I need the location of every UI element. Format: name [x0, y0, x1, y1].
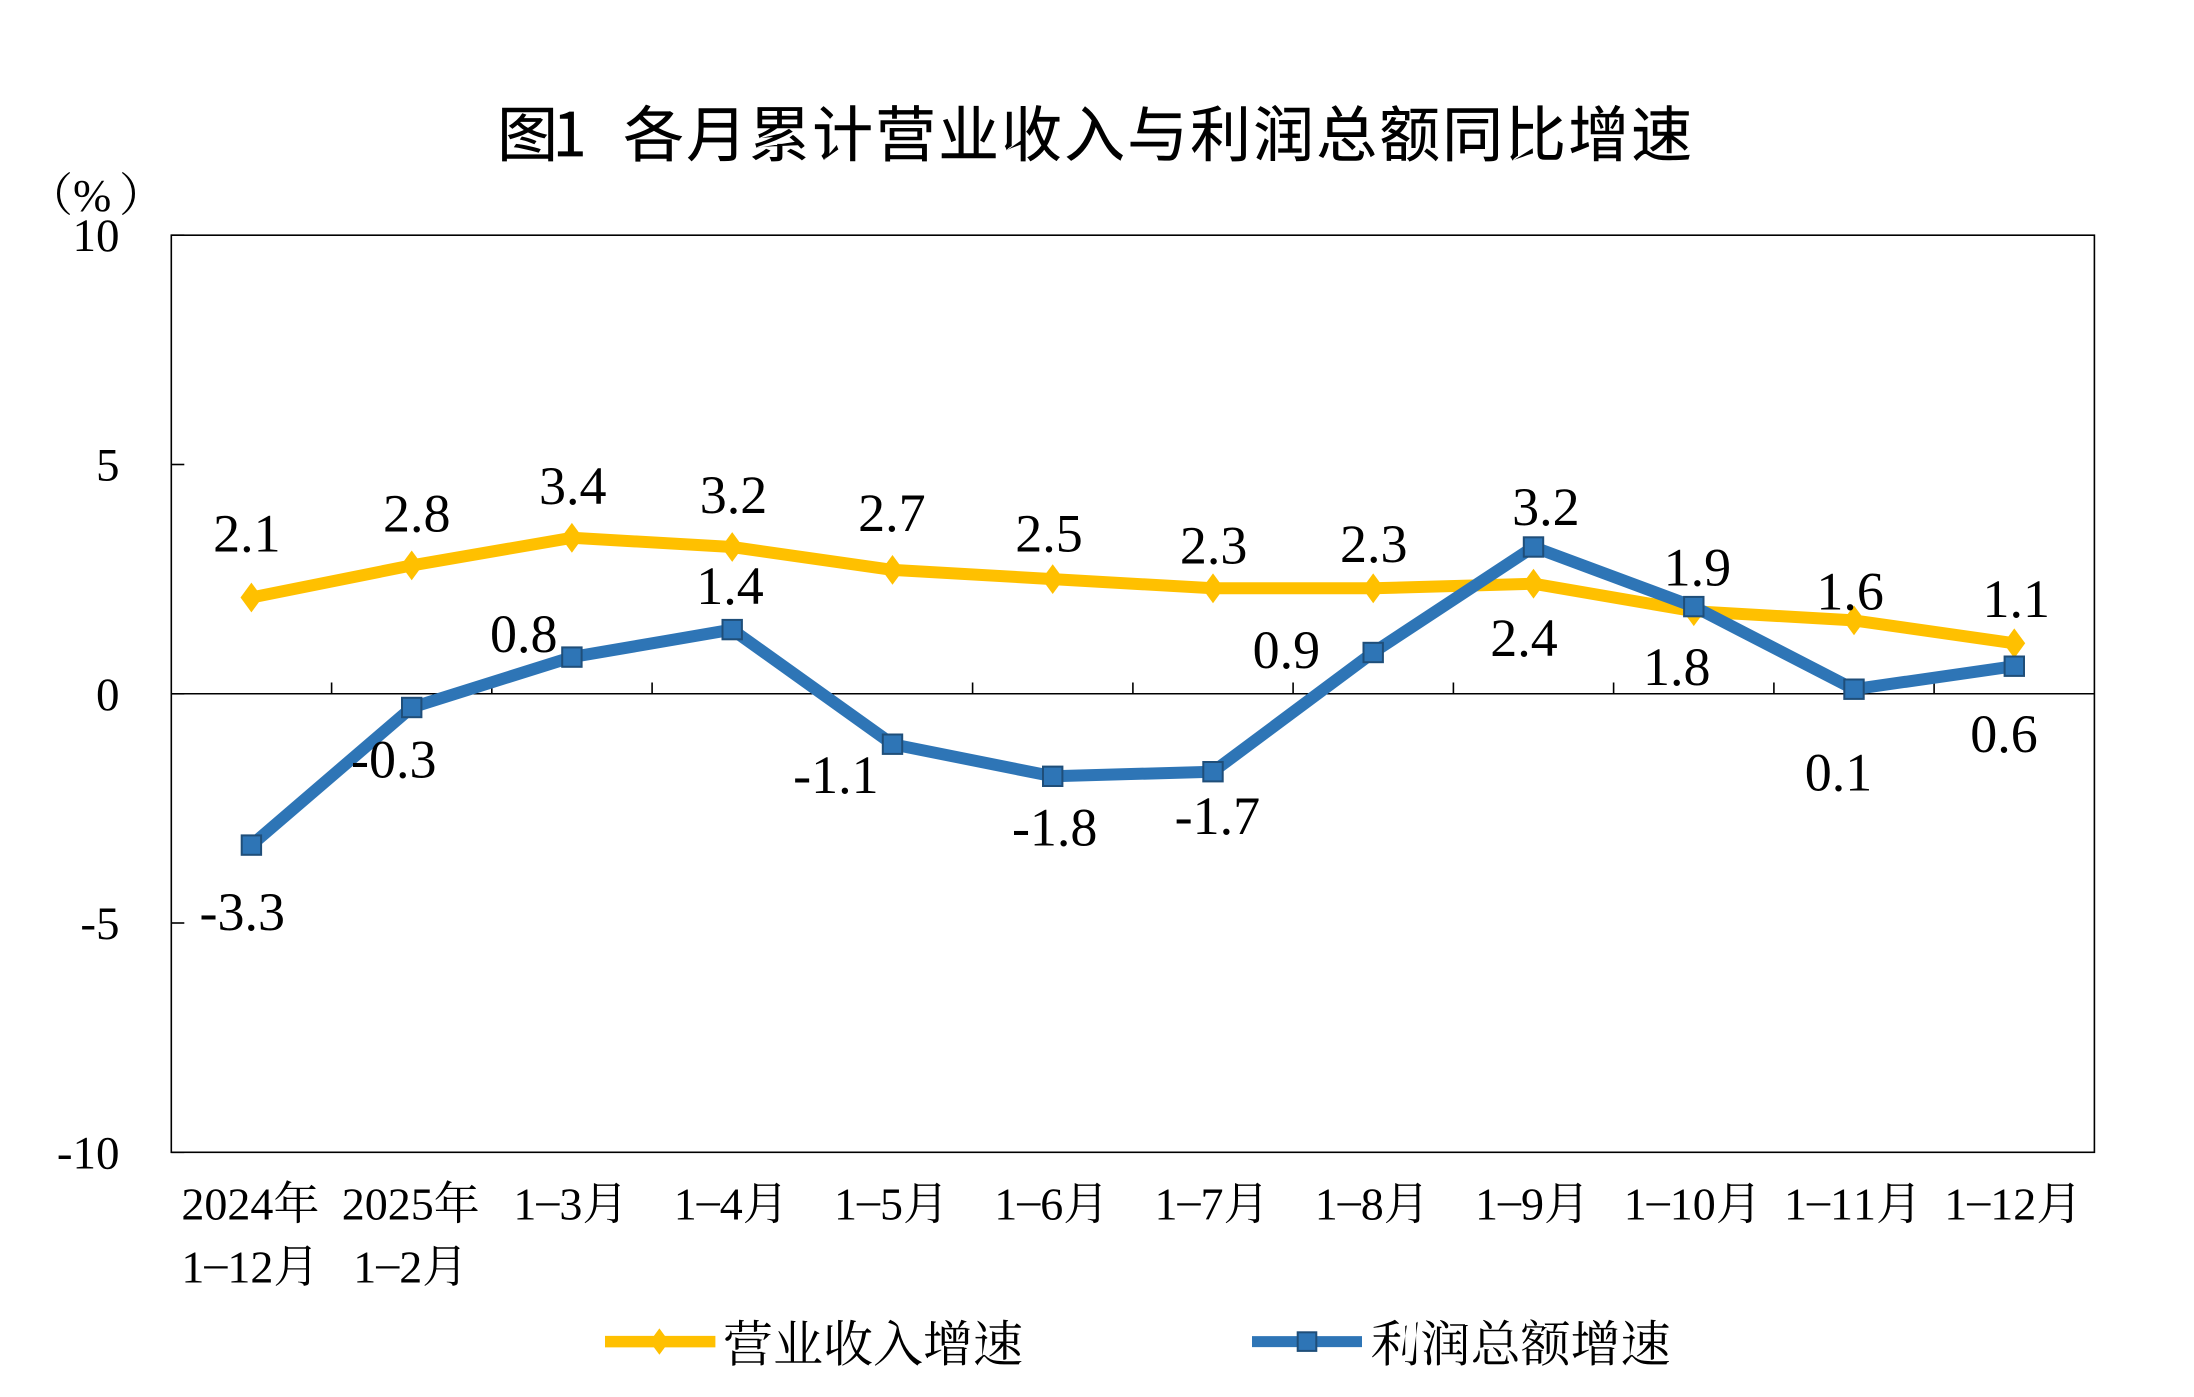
svg-text:-10: -10	[57, 1127, 120, 1179]
svg-text:1: 1	[1475, 1179, 1498, 1230]
svg-text:0.1: 0.1	[1805, 743, 1873, 803]
svg-text:1.8: 1.8	[1643, 637, 1711, 697]
svg-text:2: 2	[250, 1241, 273, 1292]
svg-text:1.6: 1.6	[1816, 562, 1884, 622]
svg-text:-1.7: -1.7	[1175, 786, 1260, 846]
svg-text:1: 1	[1784, 1179, 1807, 1230]
svg-text:2.8: 2.8	[383, 484, 451, 544]
svg-text:2.1: 2.1	[213, 504, 281, 564]
svg-text:9: 9	[1521, 1179, 1544, 1230]
svg-text:10: 10	[73, 210, 120, 262]
svg-text:2.3: 2.3	[1340, 514, 1408, 574]
svg-text:-1.8: -1.8	[1012, 798, 1097, 858]
svg-text:–: –	[1177, 1174, 1202, 1225]
svg-text:1: 1	[994, 1179, 1017, 1230]
svg-text:1.4: 1.4	[696, 556, 764, 616]
svg-text:4: 4	[720, 1179, 743, 1230]
svg-text:–: –	[1966, 1174, 1991, 1225]
svg-text:1: 1	[353, 1241, 376, 1292]
svg-text:1: 1	[1944, 1179, 1967, 1230]
svg-text:1: 1	[513, 1179, 536, 1230]
svg-text:–: –	[1806, 1174, 1831, 1225]
svg-text:-0.3: -0.3	[351, 729, 436, 789]
svg-text:0.6: 0.6	[1970, 704, 2038, 764]
svg-text:1: 1	[1670, 1179, 1693, 1230]
svg-text:2: 2	[2013, 1179, 2036, 1230]
svg-text:7: 7	[1201, 1179, 1224, 1230]
svg-text:-1.1: -1.1	[793, 745, 878, 805]
svg-text:0.9: 0.9	[1253, 620, 1321, 680]
svg-text:0: 0	[365, 1179, 388, 1230]
svg-text:3.2: 3.2	[700, 465, 768, 525]
svg-text:5: 5	[880, 1179, 903, 1230]
svg-text:1.9: 1.9	[1664, 538, 1732, 598]
svg-text:2: 2	[342, 1179, 365, 1230]
svg-text:1: 1	[1990, 1179, 2013, 1230]
svg-text:5: 5	[411, 1179, 434, 1230]
svg-text:–: –	[375, 1237, 400, 1288]
svg-text:2.4: 2.4	[1490, 608, 1558, 668]
svg-text:2.7: 2.7	[858, 483, 926, 543]
svg-text:6: 6	[1040, 1179, 1063, 1230]
svg-text:8: 8	[1361, 1179, 1384, 1230]
svg-text:3.4: 3.4	[539, 456, 607, 516]
svg-text:–: –	[535, 1174, 560, 1225]
svg-text:0: 0	[96, 669, 120, 721]
svg-text:2: 2	[227, 1179, 250, 1230]
svg-text:–: –	[1337, 1174, 1362, 1225]
svg-text:–: –	[1646, 1174, 1671, 1225]
svg-text:5: 5	[96, 440, 120, 492]
svg-text:2: 2	[399, 1241, 422, 1292]
svg-text:–: –	[1016, 1174, 1041, 1225]
svg-text:2.5: 2.5	[1015, 504, 1083, 564]
svg-text:1: 1	[674, 1179, 697, 1230]
svg-text:1: 1	[227, 1241, 250, 1292]
svg-text:0.8: 0.8	[490, 604, 558, 664]
svg-text:–: –	[856, 1174, 881, 1225]
svg-text:–: –	[1497, 1174, 1522, 1225]
svg-text:%: %	[73, 170, 111, 221]
svg-text:0: 0	[204, 1179, 227, 1230]
svg-text:1: 1	[1853, 1179, 1876, 1230]
svg-text:0: 0	[1693, 1179, 1716, 1230]
svg-text:–: –	[203, 1237, 228, 1288]
svg-text:1: 1	[1315, 1179, 1338, 1230]
svg-text:3.2: 3.2	[1512, 477, 1580, 537]
svg-text:–: –	[696, 1174, 721, 1225]
svg-text:1: 1	[1830, 1179, 1853, 1230]
svg-text:3: 3	[559, 1179, 582, 1230]
svg-text:-5: -5	[80, 898, 119, 950]
svg-text:2.3: 2.3	[1180, 516, 1248, 576]
svg-text:1: 1	[181, 1241, 204, 1292]
svg-text:-3.3: -3.3	[200, 882, 285, 942]
svg-text:2: 2	[388, 1179, 411, 1230]
svg-text:4: 4	[250, 1179, 273, 1230]
svg-text:2: 2	[181, 1179, 204, 1230]
svg-text:1: 1	[1155, 1179, 1178, 1230]
svg-text:1: 1	[834, 1179, 857, 1230]
svg-text:1: 1	[1624, 1179, 1647, 1230]
svg-text:1.1: 1.1	[1983, 569, 2051, 629]
